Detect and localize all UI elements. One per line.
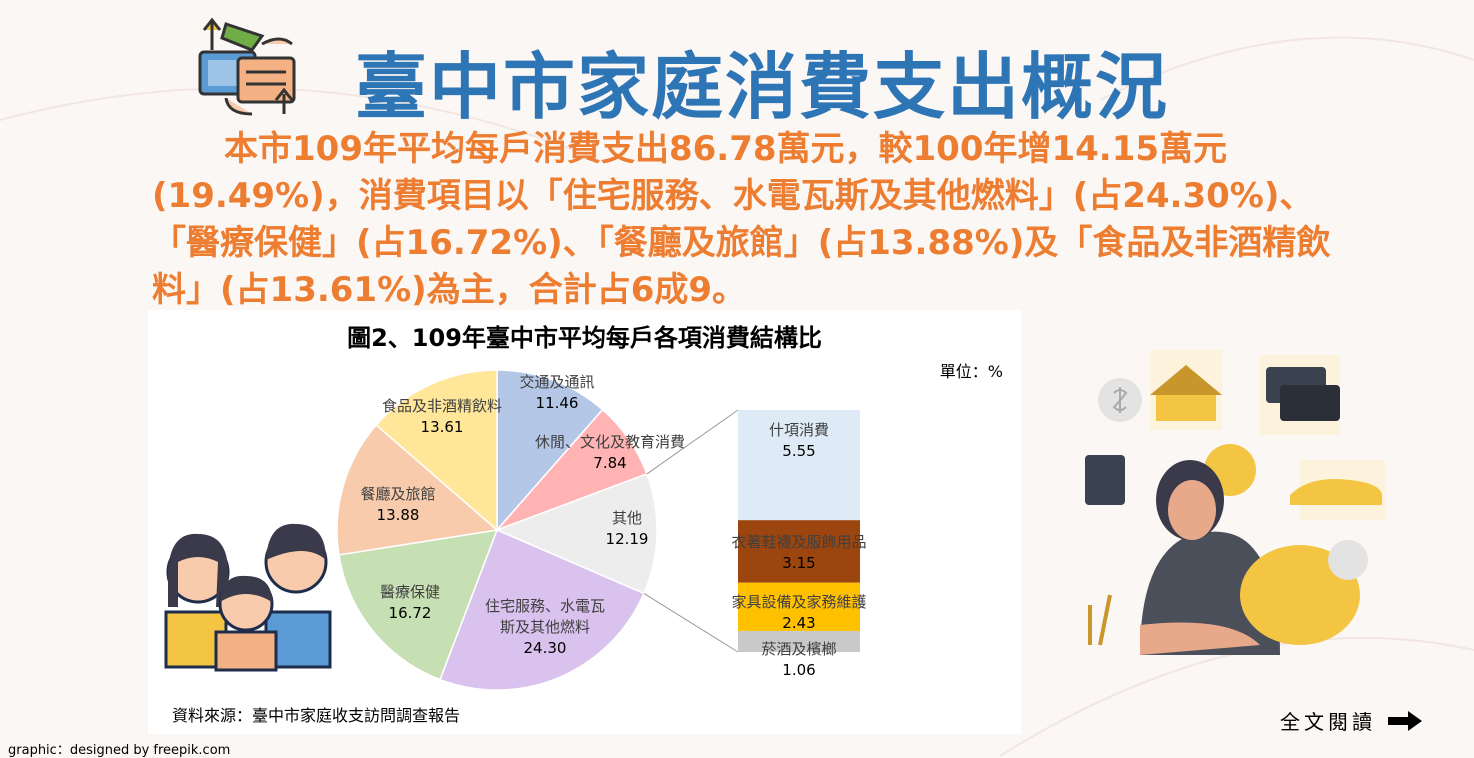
summary-text: 本市109年平均每戶消費支出86.78萬元，較100年增14.15萬元(19.4… (152, 129, 1331, 310)
pie-label: 交通及通訊 11.46 (519, 372, 594, 414)
pie-label: 休閒、文化及教育消費 7.84 (535, 432, 685, 474)
connector-line (643, 593, 739, 653)
pie-slice (338, 529, 499, 681)
pie-chart (336, 369, 860, 691)
family-illustration (164, 523, 332, 672)
breakdown-bar-segment (738, 630, 860, 652)
pie-chart-panel: 圖2、109年臺中市平均每戶各項消費結構比 單位：% 交通及通訊 11.46 休閒、… (148, 310, 1021, 734)
breakdown-label-text: 什項消費 (768, 421, 830, 439)
pie-label-text: 休閒、文化及教育消費 (534, 433, 686, 451)
breakdown-bar-segment (738, 582, 860, 631)
pie-label-text: 餐廳及旅館 (360, 485, 436, 503)
breakdown-label-text: 衣著鞋襪及服飾用品 (731, 533, 867, 551)
pie-label: 食品及非酒精飲料 13.61 (382, 396, 502, 438)
breakdown-label-text: 家具設備及家務維護 (731, 593, 867, 611)
pie-label-value: 7.84 (593, 454, 627, 472)
read-full-text-link[interactable]: 全文閱讀 (1280, 710, 1376, 734)
breakdown-bar-segment (738, 410, 860, 521)
pie-slice (336, 423, 499, 556)
breakdown-bar-segment (738, 520, 860, 583)
graphic-credit: graphic：designed by freepik.com (8, 743, 231, 758)
pie-label: 餐廳及旅館 13.88 (360, 484, 435, 526)
pie-label-value: 13.88 (376, 506, 420, 524)
breakdown-label: 衣著鞋襪及服飾用品 3.15 (731, 532, 866, 574)
pie-label-text: 交通及通訊 (519, 373, 595, 391)
connector-line (646, 409, 739, 475)
pie-label-value: 24.30 (523, 639, 567, 657)
pie-label-value: 12.19 (605, 530, 649, 548)
chart-source: 資料來源：臺中市家庭收支訪問調查報告 (172, 706, 461, 725)
payment-icon (198, 17, 296, 116)
pie-slice (439, 529, 645, 691)
pie-label-text: 其他 (611, 509, 643, 527)
breakdown-label-value: 5.55 (782, 442, 816, 460)
pie-label: 醫療保健 16.72 (380, 582, 440, 624)
pie-label: 其他 12.19 (606, 508, 649, 550)
pie-label-text: 住宅服務、水電瓦斯及其他燃料 (484, 597, 605, 636)
pie-slice (375, 369, 498, 532)
breakdown-label: 什項消費 5.55 (769, 420, 829, 462)
breakdown-label-value: 2.43 (782, 614, 816, 632)
breakdown-label: 家具設備及家務維護 2.43 (731, 592, 866, 634)
breakdown-label-text: 菸酒及檳榔 (761, 640, 837, 658)
breakdown-label: 菸酒及檳榔 1.06 (761, 639, 836, 681)
pie-label: 住宅服務、水電瓦斯及其他燃料 24.30 (481, 596, 609, 659)
pie-label-value: 16.72 (388, 604, 432, 622)
breakdown-label-value: 1.06 (782, 661, 816, 679)
breakdown-label-value: 3.15 (782, 554, 816, 572)
pie-slice (494, 472, 658, 595)
chart-unit: 單位：% (939, 362, 1003, 381)
chart-title: 圖2、109年臺中市平均每戶各項消費結構比 (347, 324, 822, 352)
arrow-right-icon[interactable] (1388, 711, 1422, 731)
pie-label-value: 13.61 (420, 418, 464, 436)
pie-label-text: 醫療保健 (379, 583, 441, 601)
pie-slice (496, 369, 604, 532)
pie-label-text: 食品及非酒精飲料 (381, 397, 503, 415)
page-title: 臺中市家庭消費支出概況 (355, 45, 1170, 129)
pie-label-value: 11.46 (535, 394, 579, 412)
finance-woman-illustration (1085, 350, 1385, 655)
